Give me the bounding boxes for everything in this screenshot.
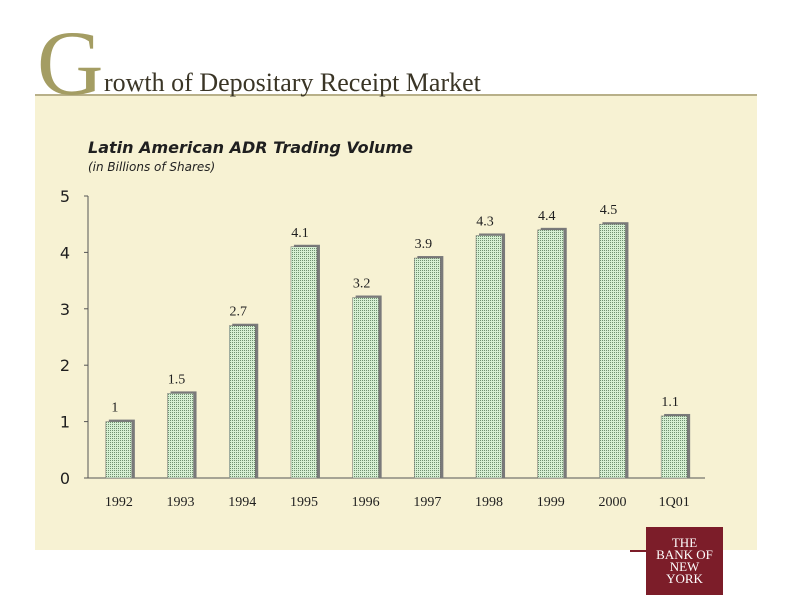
- y-tick-label: 5: [60, 187, 70, 206]
- logo-line-1: THE: [671, 535, 698, 550]
- logo-arrow: [630, 550, 646, 552]
- y-tick-label: 2: [60, 356, 70, 375]
- logo-line-3: NEW: [669, 559, 700, 574]
- bar-1997: [414, 257, 441, 479]
- chart-title: Latin American ADR Trading Volume: [88, 138, 413, 157]
- x-tick-label: 1994: [228, 495, 256, 510]
- y-tick-label: 0: [60, 469, 70, 488]
- logo-line-4: YORK: [666, 571, 703, 586]
- bar-1998: [475, 235, 503, 479]
- data-label: 2.7: [230, 305, 248, 320]
- x-tick-label: 1996: [352, 495, 380, 510]
- y-tick-label: 1: [60, 413, 70, 432]
- bar-1994: [229, 325, 256, 479]
- data-label: 3.9: [415, 237, 433, 252]
- data-label: 1.5: [168, 372, 186, 387]
- bar-2000: [599, 223, 626, 479]
- data-label: 4.5: [600, 203, 618, 218]
- x-tick-label: 1999: [537, 495, 565, 510]
- bar-1993: [167, 393, 194, 479]
- logo-line-2: BANK OF: [656, 547, 713, 562]
- y-tick-label: 4: [60, 243, 70, 262]
- bar-1996: [352, 297, 379, 479]
- data-label: 1.1: [661, 395, 679, 410]
- title-initial: G: [37, 12, 104, 114]
- x-tick-label: 1998: [475, 495, 503, 510]
- x-tick-label: 1992: [105, 495, 133, 510]
- x-tick-label: 1Q01: [659, 495, 690, 510]
- page-title: rowth of Depositary Receipt Market: [104, 68, 481, 97]
- y-tick-label: 3: [60, 300, 70, 319]
- x-tick-label: 1993: [167, 495, 195, 510]
- chart-units: (in Billions of Shares): [88, 160, 216, 174]
- bar-1992: [105, 421, 133, 479]
- bar-1999: [537, 229, 564, 479]
- data-label: 4.4: [538, 209, 556, 224]
- data-label: 3.2: [353, 277, 371, 292]
- x-tick-label: 2000: [598, 495, 626, 510]
- bar-1995: [290, 246, 318, 479]
- header-divider: [35, 94, 757, 96]
- data-label: 4.3: [476, 214, 494, 229]
- x-tick-label: 1995: [290, 495, 318, 510]
- chart-background-panel: [35, 94, 757, 550]
- x-tick-label: 1997: [413, 495, 441, 510]
- data-label: 4.1: [291, 226, 309, 241]
- data-label: 1: [111, 401, 118, 416]
- bank-logo: THE BANK OF NEW YORK: [646, 527, 723, 595]
- bar-1Q01: [660, 415, 688, 479]
